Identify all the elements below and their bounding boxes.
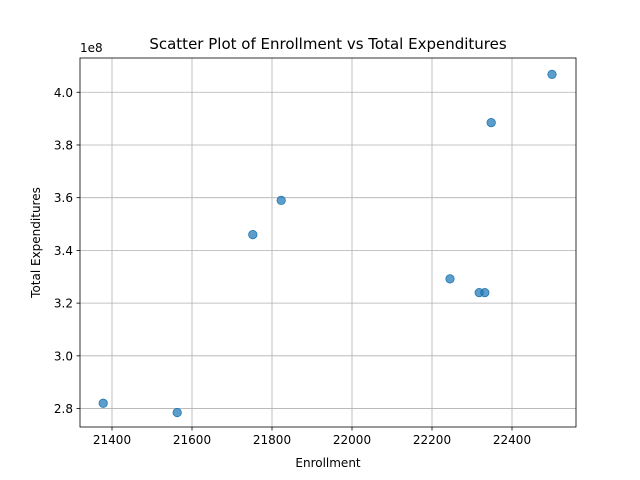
grid-lines <box>80 58 576 427</box>
y-axis-label: Total Expenditures <box>29 187 43 299</box>
x-axis-label: Enrollment <box>295 456 361 470</box>
data-point <box>98 398 108 408</box>
x-tick-label: 21600 <box>173 433 211 447</box>
y-tick-label: 3.4 <box>54 244 73 258</box>
chart-title: Scatter Plot of Enrollment vs Total Expe… <box>149 35 506 53</box>
x-tick-label: 22200 <box>413 433 451 447</box>
y-tick-label: 3.2 <box>54 297 73 311</box>
data-point <box>172 407 182 418</box>
x-tick-label: 21400 <box>93 433 131 447</box>
plot-frame <box>79 57 577 428</box>
y-tick-label: 4.0 <box>54 86 73 100</box>
x-tick-label: 22400 <box>493 433 531 447</box>
y-tick-label: 3.8 <box>54 138 73 152</box>
axis-ticks: 21400 21600 21800 22000 22200 22400 2.8 3.0 3.2 3… <box>54 86 531 447</box>
y-axis-offset-label: 1e8 <box>80 41 103 55</box>
data-point <box>480 287 490 298</box>
data-point <box>248 229 258 240</box>
data-points <box>98 69 557 418</box>
data-point <box>547 69 557 79</box>
x-tick-label: 22000 <box>333 433 371 447</box>
data-point <box>276 195 286 205</box>
x-tick-label: 21800 <box>253 433 291 447</box>
y-tick-label: 2.8 <box>54 402 73 416</box>
y-tick-label: 3.6 <box>54 191 73 205</box>
data-point <box>486 117 496 128</box>
data-point <box>445 274 455 284</box>
y-tick-label: 3.0 <box>54 349 73 363</box>
